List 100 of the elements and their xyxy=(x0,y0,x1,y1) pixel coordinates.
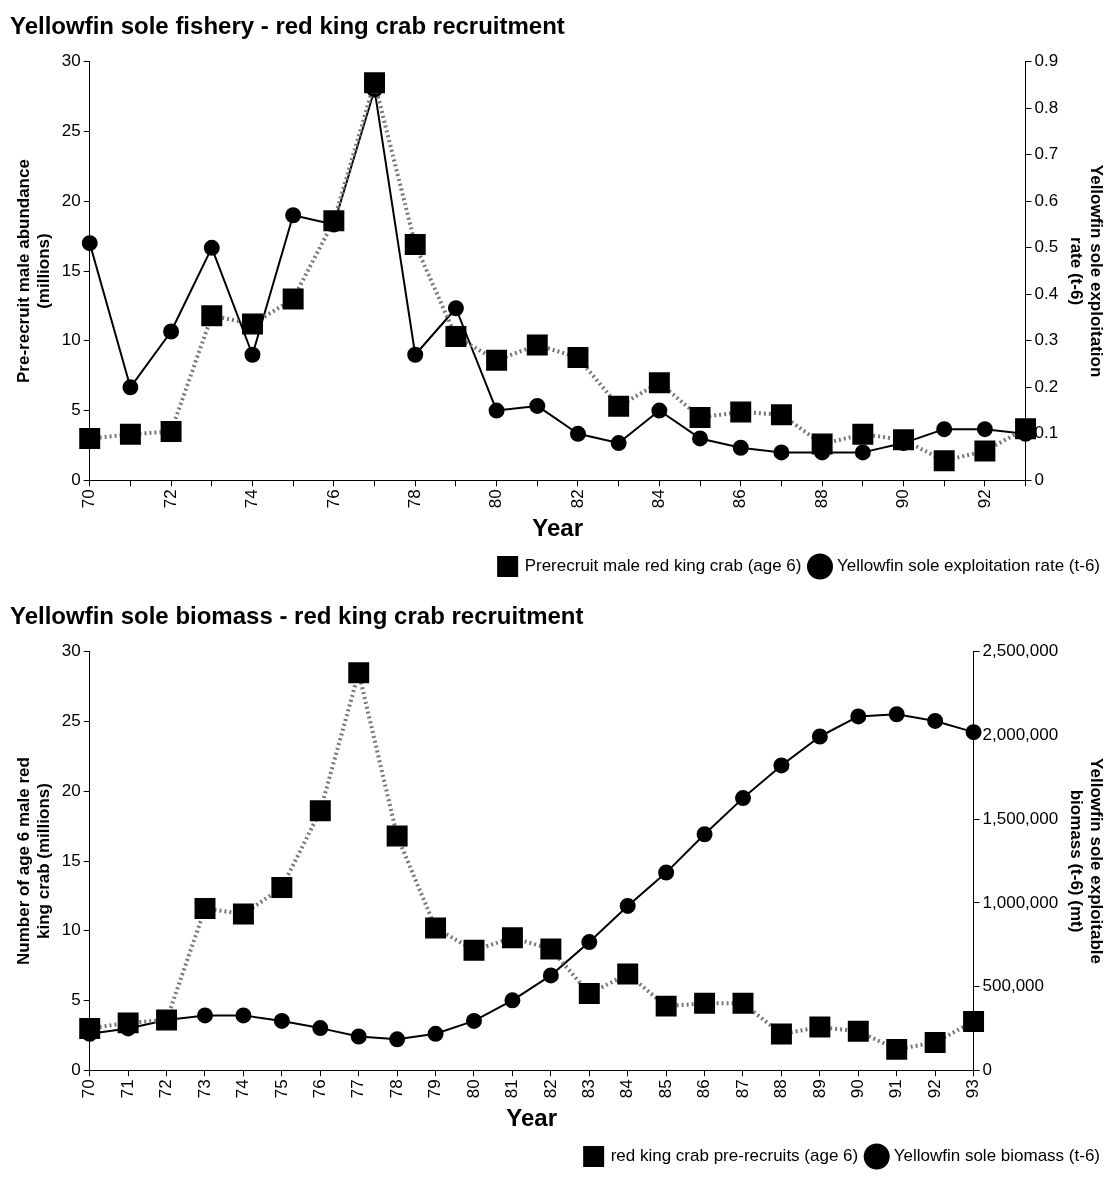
x-tick-label: 71 xyxy=(117,1079,137,1099)
point xyxy=(610,435,627,452)
point xyxy=(163,323,180,340)
point xyxy=(81,235,98,252)
chart-title: Yellowfin sole fishery - red king crab recruitment xyxy=(10,12,565,40)
point xyxy=(651,402,668,419)
x-tick-label: 81 xyxy=(502,1079,522,1099)
y-tick-label: 0 xyxy=(71,1059,81,1079)
x-tick-label: 84 xyxy=(617,1079,637,1099)
point xyxy=(122,379,139,396)
point xyxy=(578,983,600,1005)
point xyxy=(689,407,711,428)
x-tick-label: 85 xyxy=(655,1079,675,1099)
y-tick-label: 20 xyxy=(61,190,81,210)
point xyxy=(847,1020,869,1042)
point xyxy=(386,825,408,847)
y-tick-label: 10 xyxy=(61,920,81,940)
point xyxy=(886,1038,908,1060)
point xyxy=(658,864,675,881)
y-tick-label: 25 xyxy=(61,711,81,731)
x-tick-label: 78 xyxy=(386,1079,406,1099)
y-axis-title: Pre-recruit male abundance (millions) xyxy=(13,159,54,384)
x-tick-label: 75 xyxy=(271,1079,291,1099)
y2-tick-label: 0 xyxy=(1034,469,1045,489)
x-tick-label: 76 xyxy=(323,489,343,509)
x-tick-label: 74 xyxy=(233,1079,253,1099)
point xyxy=(809,1016,831,1038)
y-tick-label: 15 xyxy=(61,850,81,870)
y-axis-title: Number of age 6 male red king crab (millions) xyxy=(13,757,54,965)
point xyxy=(447,300,464,317)
point xyxy=(404,234,426,256)
point xyxy=(285,207,302,224)
point xyxy=(619,897,636,914)
y2-tick-label: 0.3 xyxy=(1034,330,1059,350)
x-tick-label: 91 xyxy=(886,1079,906,1099)
point xyxy=(526,334,548,356)
point xyxy=(735,790,751,807)
point xyxy=(773,757,790,774)
point xyxy=(617,963,639,985)
point xyxy=(1015,418,1037,440)
point xyxy=(773,444,790,461)
point xyxy=(407,346,424,363)
point xyxy=(888,706,905,723)
point xyxy=(965,724,982,741)
legend-label: Yellowfin sole exploitation rate (t-6) xyxy=(836,556,1101,576)
x-tick-label: 74 xyxy=(242,489,262,509)
point xyxy=(425,917,447,939)
y2-tick-label: 2,500,000 xyxy=(982,641,1059,661)
point xyxy=(854,444,871,461)
point xyxy=(79,427,101,449)
y2-tick-label: 500,000 xyxy=(982,976,1045,996)
y2-tick-label: 0.7 xyxy=(1034,144,1059,164)
point xyxy=(445,326,467,348)
x-tick-label: 88 xyxy=(811,489,831,509)
x-tick-label: 78 xyxy=(404,489,424,509)
point xyxy=(569,425,586,442)
point xyxy=(696,826,713,843)
x-tick-label: 82 xyxy=(567,489,587,509)
point xyxy=(924,1031,946,1053)
point xyxy=(770,1023,792,1045)
point xyxy=(732,992,754,1014)
x-tick-label: 70 xyxy=(79,489,99,509)
point xyxy=(427,1025,444,1042)
point xyxy=(976,421,993,438)
x-tick-label: 87 xyxy=(732,1079,752,1099)
x-tick-label: 88 xyxy=(771,1079,791,1099)
point xyxy=(466,1012,482,1029)
x-tick-label: 80 xyxy=(486,489,506,509)
x-axis-title: Year xyxy=(506,1104,557,1132)
y-tick-label: 30 xyxy=(61,641,81,661)
y-tick-label: 30 xyxy=(61,51,81,71)
point xyxy=(608,395,630,417)
point xyxy=(648,372,670,394)
x-axis-title: Year xyxy=(532,514,583,542)
point xyxy=(542,967,559,984)
point xyxy=(350,1028,367,1045)
point xyxy=(540,938,562,960)
y2-tick-label: 0.6 xyxy=(1034,190,1059,210)
point xyxy=(244,346,261,363)
x-tick-label: 90 xyxy=(847,1079,867,1099)
point xyxy=(692,430,709,447)
point xyxy=(273,1012,290,1029)
y-tick-label: 15 xyxy=(61,260,81,280)
point xyxy=(567,347,589,369)
point xyxy=(241,313,263,335)
legend-label: red king crab pre-recruits (age 6) xyxy=(610,1146,859,1166)
point xyxy=(117,1012,139,1034)
point xyxy=(488,402,505,419)
point xyxy=(732,439,749,456)
x-tick-label: 77 xyxy=(348,1079,368,1099)
y2-tick-label: 0.9 xyxy=(1034,51,1059,71)
y2-axis-title: Yellowfin sole exploitation rate (t-6) xyxy=(1066,164,1107,378)
point xyxy=(936,421,953,438)
point xyxy=(160,420,182,442)
x-tick-label: 89 xyxy=(809,1079,829,1099)
point xyxy=(974,440,996,462)
point xyxy=(933,450,955,472)
point xyxy=(282,288,304,310)
y-tick-label: 20 xyxy=(61,780,81,800)
y2-tick-label: 0.8 xyxy=(1034,97,1059,117)
